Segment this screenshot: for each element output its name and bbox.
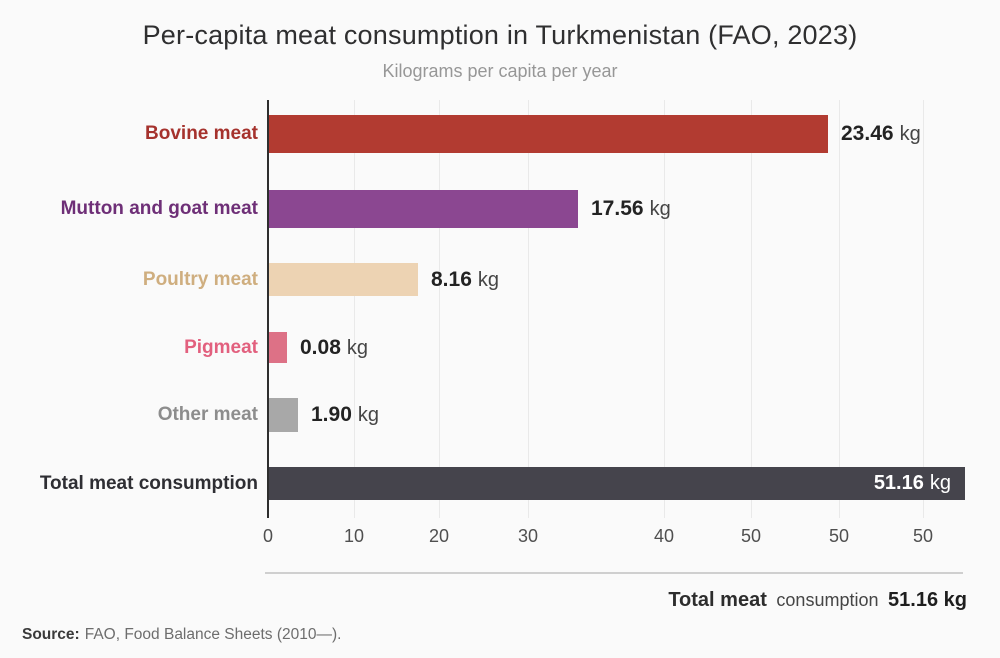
value-label: 23.46 kg [841,122,921,145]
bar: 51.16 kg [268,467,965,500]
gridline [439,100,440,518]
x-tick-label: 40 [653,526,675,546]
gridline [923,100,924,518]
bar [268,263,418,296]
x-tick-label: 20 [428,526,450,546]
x-tick-label: 10 [343,526,365,546]
gridline [839,100,840,518]
category-label: Mutton and goat meat [60,198,258,219]
bar [268,190,578,228]
source-text: FAO, Food Balance Sheets (2010—). [84,626,342,643]
category-label: Poultry meat [142,268,258,290]
category-label: Pigmeat [184,336,258,358]
x-tick-label: 50 [740,526,762,546]
gridline [751,100,752,518]
value-label: 0.08 kg [300,335,368,359]
footer-total-label-light: consumption [776,590,879,610]
chart-subtitle: Kilograms per capita per year [382,61,618,81]
footer-divider [265,572,963,574]
x-tick-label: 50 [912,526,934,546]
source-note: Source: FAO, Food Balance Sheets (2010—). [22,626,341,644]
x-tick-label: 0 [262,526,273,546]
category-label: Bovine meat [145,123,258,144]
source-label: Source: [22,626,80,643]
y-axis-line [267,100,269,518]
value-label: 8.16 kg [431,267,499,291]
bar [268,398,298,432]
footer-total-value: 51.16 kg [888,589,967,611]
footer-total-summary: Total meat consumption 51.16 kg [668,589,967,612]
gridline [664,100,665,518]
value-label-inside: 51.16 kg [873,472,951,494]
x-tick-label: 50 [828,526,850,546]
x-tick-label: 30 [517,526,539,546]
value-label: 1.90 kg [311,403,379,426]
value-label: 17.56 kg [591,197,671,220]
footer-total-label-strong: Total meat [668,589,767,611]
bar [268,332,287,363]
chart-title: Per-capita meat consumption in Turkmenis… [142,20,858,50]
gridline [528,100,529,518]
bar [268,115,828,153]
gridline [354,100,355,518]
category-label: Other meat [157,404,258,425]
category-label: Total meat consumption [39,472,258,494]
